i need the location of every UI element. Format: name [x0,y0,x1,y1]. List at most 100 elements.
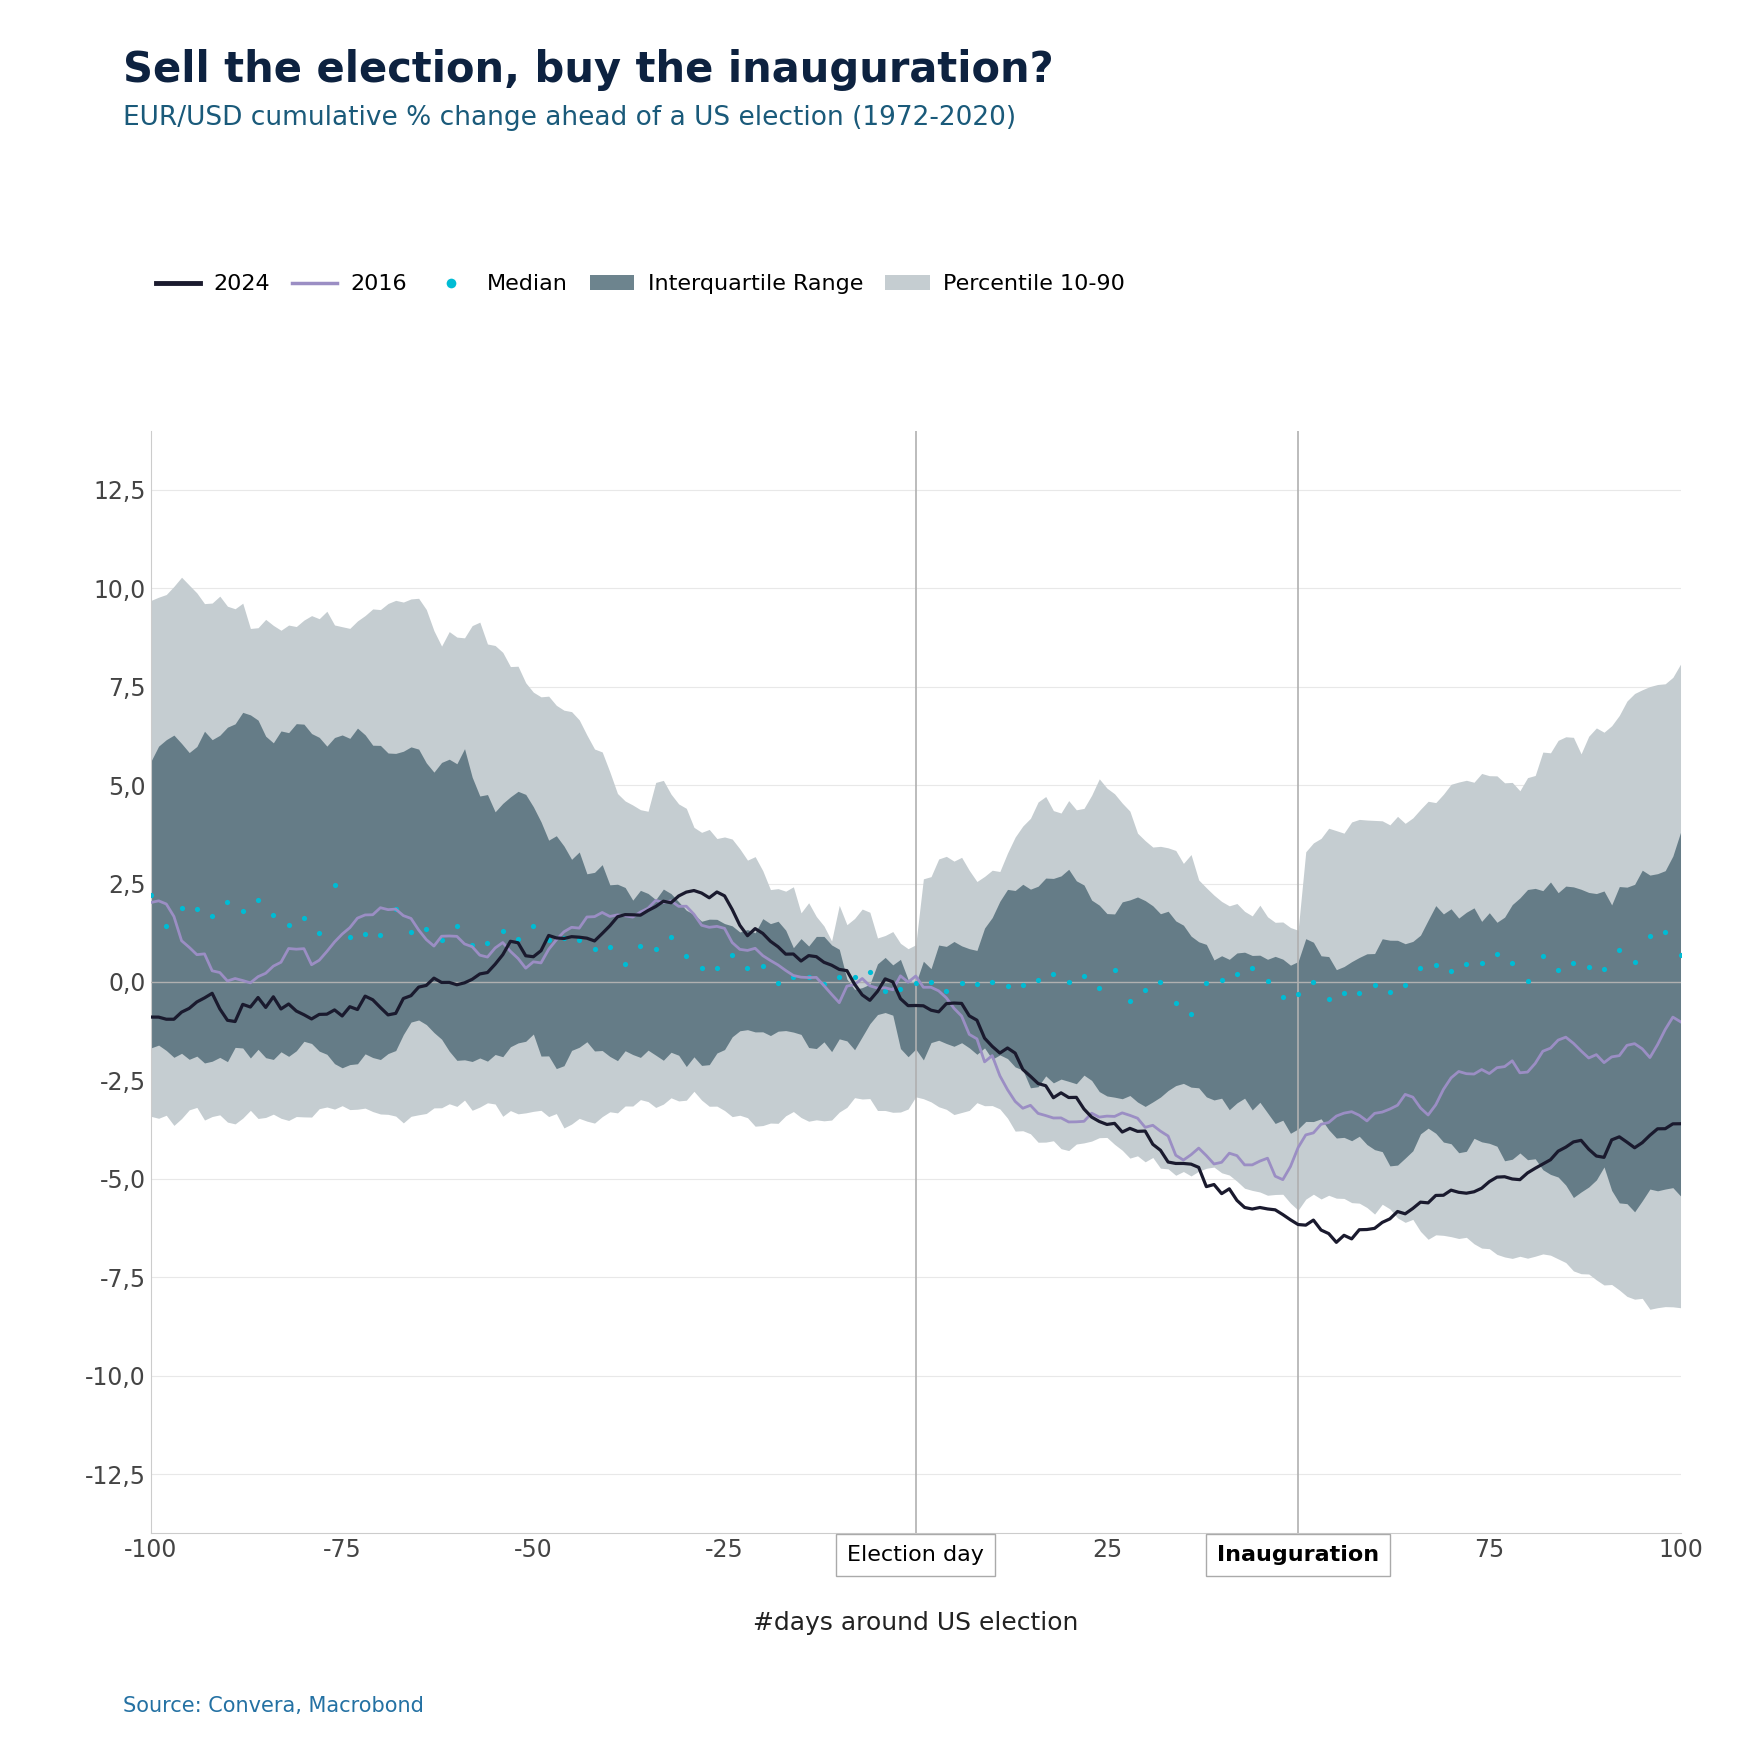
Point [519,913,547,941]
Legend: 2024, 2016, Median, Interquartile Range, Percentile 10-90: 2024, 2016, Median, Interquartile Range,… [147,265,1134,304]
Point [1176,1000,1204,1028]
Point [1085,974,1113,1002]
Point [810,971,838,999]
Point [382,895,410,923]
Point [1376,978,1404,1006]
Point [855,958,884,986]
Point [412,916,440,944]
Point [444,913,472,941]
Point [1285,981,1313,1009]
Point [1131,976,1159,1004]
Point [1606,935,1634,963]
Point [1192,969,1220,997]
Point [994,972,1022,1000]
X-axis label: #days around US election: #days around US election [754,1611,1078,1634]
Point [564,927,593,955]
Point [840,963,868,992]
Point [1574,953,1602,981]
Point [1467,949,1495,978]
Point [1406,953,1434,981]
Point [305,920,333,948]
Point [550,923,578,951]
Point [962,971,990,999]
Point [749,951,777,979]
Point [1422,951,1450,979]
Point [259,900,287,928]
Point [428,927,456,955]
Point [535,927,563,955]
Point [1315,985,1343,1013]
Point [1451,949,1480,978]
Point [612,949,640,978]
Point [137,881,165,909]
Point [198,902,226,930]
Point [168,893,196,921]
Point [719,941,747,969]
Point [505,925,533,953]
Point [673,942,701,971]
Text: Sell the election, buy the inauguration?: Sell the election, buy the inauguration? [123,49,1054,91]
Point [153,913,181,941]
Point [1299,969,1327,997]
Point [1040,960,1068,988]
Point [917,969,945,997]
Point [887,976,915,1004]
Point [1437,956,1466,985]
Point [321,870,349,899]
Point [1544,955,1572,983]
Point [642,935,670,963]
Point [1146,967,1175,995]
Point [703,953,731,981]
Point [1483,939,1511,967]
Point [626,932,654,960]
Point [1224,960,1252,988]
Point [1513,967,1541,995]
Point [473,930,501,958]
Point [657,923,685,951]
Point [351,920,379,948]
Point [901,969,929,997]
Text: Source: Convera, Macrobond: Source: Convera, Macrobond [123,1697,424,1716]
Point [1620,948,1648,976]
Point [489,916,517,944]
Point [1529,942,1557,971]
Point [1208,967,1236,995]
Point [933,976,961,1004]
Point [275,911,303,939]
Point [289,904,317,932]
Text: Inauguration: Inauguration [1217,1544,1380,1565]
Point [228,897,256,925]
Point [182,895,210,923]
Point [1008,971,1036,999]
Point [1499,949,1527,978]
Point [1101,956,1129,985]
Point [1667,941,1695,969]
Point [396,918,424,946]
Point [1392,971,1420,999]
Point [1560,949,1588,978]
Point [337,923,365,951]
Point [764,969,792,997]
Point [1069,962,1097,990]
Point [780,962,808,990]
Point [1055,969,1083,997]
Point [1331,979,1359,1007]
Point [1360,971,1388,999]
Point [1590,955,1618,983]
Point [1024,965,1052,993]
Point [794,963,822,992]
Point [580,934,608,962]
Text: EUR/USD cumulative % change ahead of a US election (1972-2020): EUR/USD cumulative % change ahead of a U… [123,105,1015,132]
Point [733,953,761,981]
Point [1162,990,1190,1018]
Point [1636,921,1664,949]
Point [1253,967,1281,995]
Text: Election day: Election day [847,1544,983,1565]
Point [1345,979,1373,1007]
Point [948,969,976,997]
Point [1238,955,1266,983]
Point [826,963,854,992]
Point [458,932,486,960]
Point [366,921,394,949]
Point [1269,983,1297,1011]
